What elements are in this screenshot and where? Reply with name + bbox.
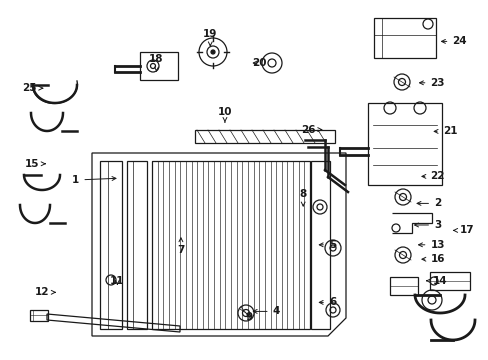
Text: 11: 11	[110, 276, 124, 286]
Text: 12: 12	[34, 287, 55, 297]
Bar	[30, 310, 48, 321]
Text: 20: 20	[251, 58, 266, 68]
Text: 22: 22	[421, 171, 444, 181]
Circle shape	[210, 50, 215, 54]
Text: 26: 26	[300, 125, 321, 135]
Text: 13: 13	[418, 240, 444, 250]
Text: 19: 19	[203, 29, 217, 46]
Bar	[195, 130, 334, 143]
Bar	[429, 272, 469, 290]
Text: 2: 2	[416, 198, 440, 208]
Bar	[100, 161, 122, 329]
Text: 8: 8	[299, 189, 306, 206]
Text: 10: 10	[217, 107, 232, 122]
Bar	[140, 52, 178, 80]
Text: 16: 16	[421, 254, 444, 264]
Bar	[152, 161, 309, 329]
Text: 4: 4	[253, 306, 280, 316]
Bar	[373, 18, 435, 58]
Text: 15: 15	[24, 159, 45, 169]
Bar	[367, 103, 441, 185]
Text: 25: 25	[22, 83, 42, 93]
Bar	[389, 277, 417, 295]
Text: 1: 1	[72, 175, 116, 185]
Text: 9: 9	[245, 312, 252, 322]
Bar	[310, 161, 329, 329]
Text: 21: 21	[433, 126, 456, 136]
Text: 18: 18	[149, 54, 163, 71]
Text: 14: 14	[426, 276, 447, 286]
Text: 23: 23	[419, 78, 444, 88]
Text: 3: 3	[414, 220, 440, 230]
Text: 5: 5	[319, 240, 335, 250]
Bar	[127, 161, 147, 329]
Text: 24: 24	[441, 36, 466, 46]
Text: 17: 17	[453, 225, 473, 235]
Text: 7: 7	[177, 238, 184, 255]
Text: 6: 6	[319, 297, 335, 307]
